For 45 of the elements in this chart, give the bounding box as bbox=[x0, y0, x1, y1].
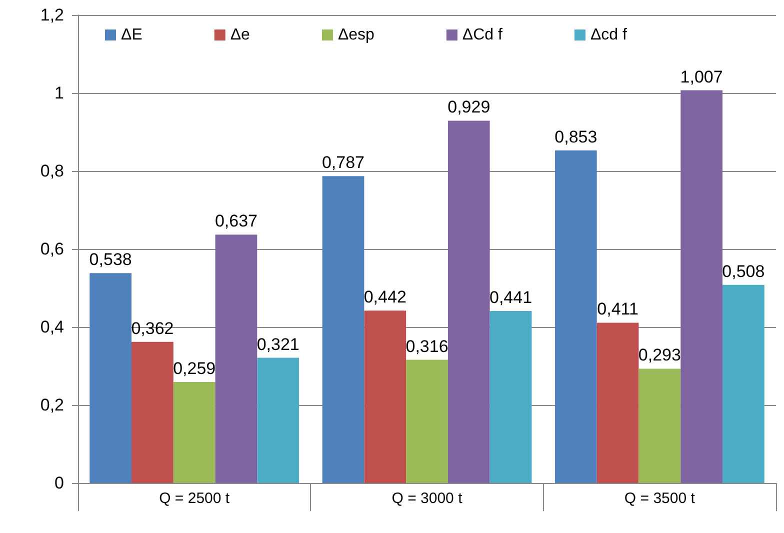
data-label: 0,853 bbox=[554, 127, 598, 146]
legend-label: Δcd f bbox=[590, 26, 628, 44]
bar bbox=[257, 358, 300, 483]
bar bbox=[638, 368, 681, 483]
data-label: 0,787 bbox=[322, 153, 365, 172]
x-tick-label: Q = 3000 t bbox=[392, 490, 464, 507]
x-tick-label: Q = 3500 t bbox=[624, 490, 696, 507]
y-tick-label: 0,4 bbox=[40, 318, 64, 336]
data-label: 0,441 bbox=[489, 288, 532, 308]
bar bbox=[490, 311, 532, 483]
y-tick-label: 0,8 bbox=[40, 162, 64, 180]
x-tick-label: Q = 2500 t bbox=[159, 490, 230, 507]
data-label: 0,316 bbox=[406, 336, 448, 356]
legend-label: ΔCd f bbox=[462, 26, 504, 44]
data-label: 1,007 bbox=[680, 67, 723, 86]
bar bbox=[596, 322, 639, 483]
data-label: 0,637 bbox=[214, 212, 258, 231]
data-label: 0,538 bbox=[89, 250, 132, 270]
y-tick-label: 1,2 bbox=[40, 6, 64, 24]
bar bbox=[132, 342, 174, 483]
y-tick-label: 0,2 bbox=[40, 396, 64, 414]
bar bbox=[722, 284, 764, 483]
bar bbox=[322, 176, 364, 483]
data-label: 0,508 bbox=[722, 262, 765, 281]
data-label: 0,442 bbox=[364, 288, 406, 307]
bar bbox=[173, 382, 216, 483]
bar bbox=[448, 120, 490, 483]
data-label: 0,321 bbox=[256, 334, 300, 354]
bar bbox=[364, 310, 406, 483]
bar bbox=[680, 90, 722, 483]
bar bbox=[90, 273, 132, 483]
data-label: 0,362 bbox=[131, 318, 174, 338]
data-label: 0,929 bbox=[448, 98, 490, 117]
bar bbox=[406, 360, 448, 483]
y-tick-label: 0 bbox=[54, 474, 64, 492]
data-label: 0,411 bbox=[597, 300, 638, 319]
bar bbox=[215, 234, 258, 483]
data-label: 0,259 bbox=[173, 358, 216, 378]
legend-label: Δesp bbox=[338, 26, 375, 44]
legend-label: Δe bbox=[230, 26, 250, 44]
y-tick-label: 1 bbox=[54, 84, 64, 102]
legend-label: ΔE bbox=[121, 26, 142, 44]
data-label: 0,293 bbox=[638, 346, 681, 365]
bar bbox=[554, 150, 597, 483]
y-tick-label: 0,6 bbox=[40, 240, 64, 258]
